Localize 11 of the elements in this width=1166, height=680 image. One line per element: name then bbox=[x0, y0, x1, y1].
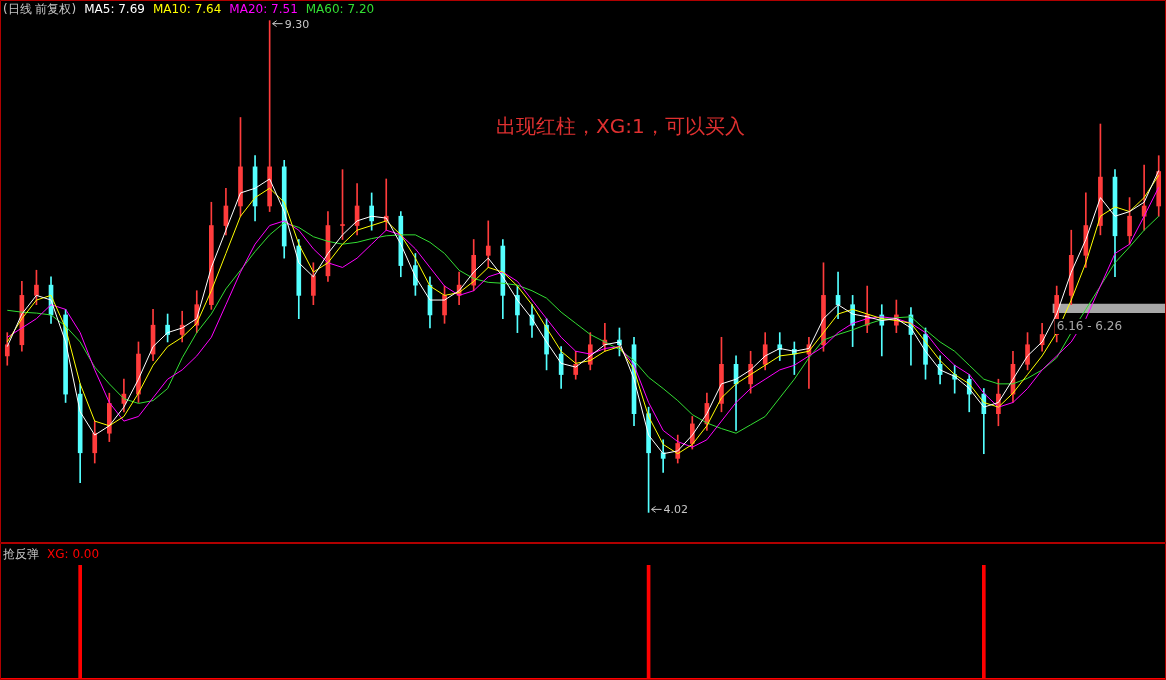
series-label: XG: 0.00 bbox=[47, 547, 100, 562]
text: MA20: 7.51 bbox=[229, 2, 298, 17]
text: MA10: 7.64 bbox=[152, 2, 222, 17]
annotation: 9.30 bbox=[284, 17, 310, 31]
annotation: 出现红柱，XG:1，可以买入 bbox=[495, 114, 745, 139]
band-label: 6.16 - 6.26 bbox=[1056, 319, 1123, 334]
text: MA60: 7.20 bbox=[305, 2, 375, 17]
chart-title: 抢反弹 bbox=[3, 547, 39, 562]
annotation: 4.02 bbox=[663, 503, 689, 517]
chart-title: (日线 前复权) bbox=[3, 2, 77, 17]
text: MA5: 7.69 bbox=[84, 2, 145, 17]
